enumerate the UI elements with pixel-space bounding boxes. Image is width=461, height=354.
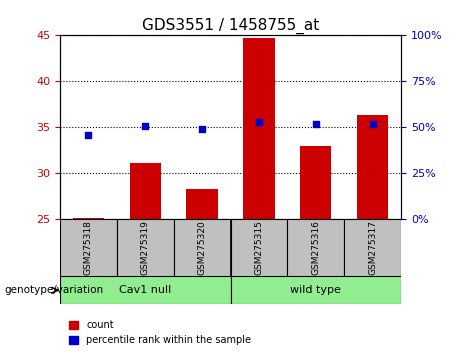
FancyBboxPatch shape [287, 219, 344, 276]
FancyBboxPatch shape [60, 219, 117, 276]
FancyBboxPatch shape [174, 219, 230, 276]
Text: Cav1 null: Cav1 null [119, 285, 171, 295]
Bar [130, 163, 161, 219]
FancyBboxPatch shape [117, 219, 174, 276]
Legend: count, percentile rank within the sample: count, percentile rank within the sample [65, 316, 255, 349]
Point [369, 121, 376, 127]
Bar [357, 115, 388, 219]
FancyBboxPatch shape [230, 276, 401, 304]
Point [312, 121, 319, 127]
Text: GSM275320: GSM275320 [198, 221, 207, 275]
Point [142, 123, 149, 129]
FancyBboxPatch shape [230, 219, 287, 276]
Point [85, 132, 92, 138]
Text: GSM275315: GSM275315 [254, 220, 263, 275]
Bar [300, 146, 331, 219]
FancyBboxPatch shape [344, 219, 401, 276]
Text: wild type: wild type [290, 285, 341, 295]
Text: genotype/variation: genotype/variation [5, 285, 104, 295]
Text: GSM275316: GSM275316 [311, 220, 320, 275]
Bar [243, 38, 275, 219]
FancyBboxPatch shape [60, 276, 230, 304]
Bar [186, 189, 218, 219]
Text: GSM275317: GSM275317 [368, 220, 377, 275]
Point [255, 119, 263, 125]
Text: GSM275319: GSM275319 [141, 220, 150, 275]
Point [198, 126, 206, 132]
Text: GSM275318: GSM275318 [84, 220, 93, 275]
Bar [73, 218, 104, 219]
Text: GDS3551 / 1458755_at: GDS3551 / 1458755_at [142, 18, 319, 34]
